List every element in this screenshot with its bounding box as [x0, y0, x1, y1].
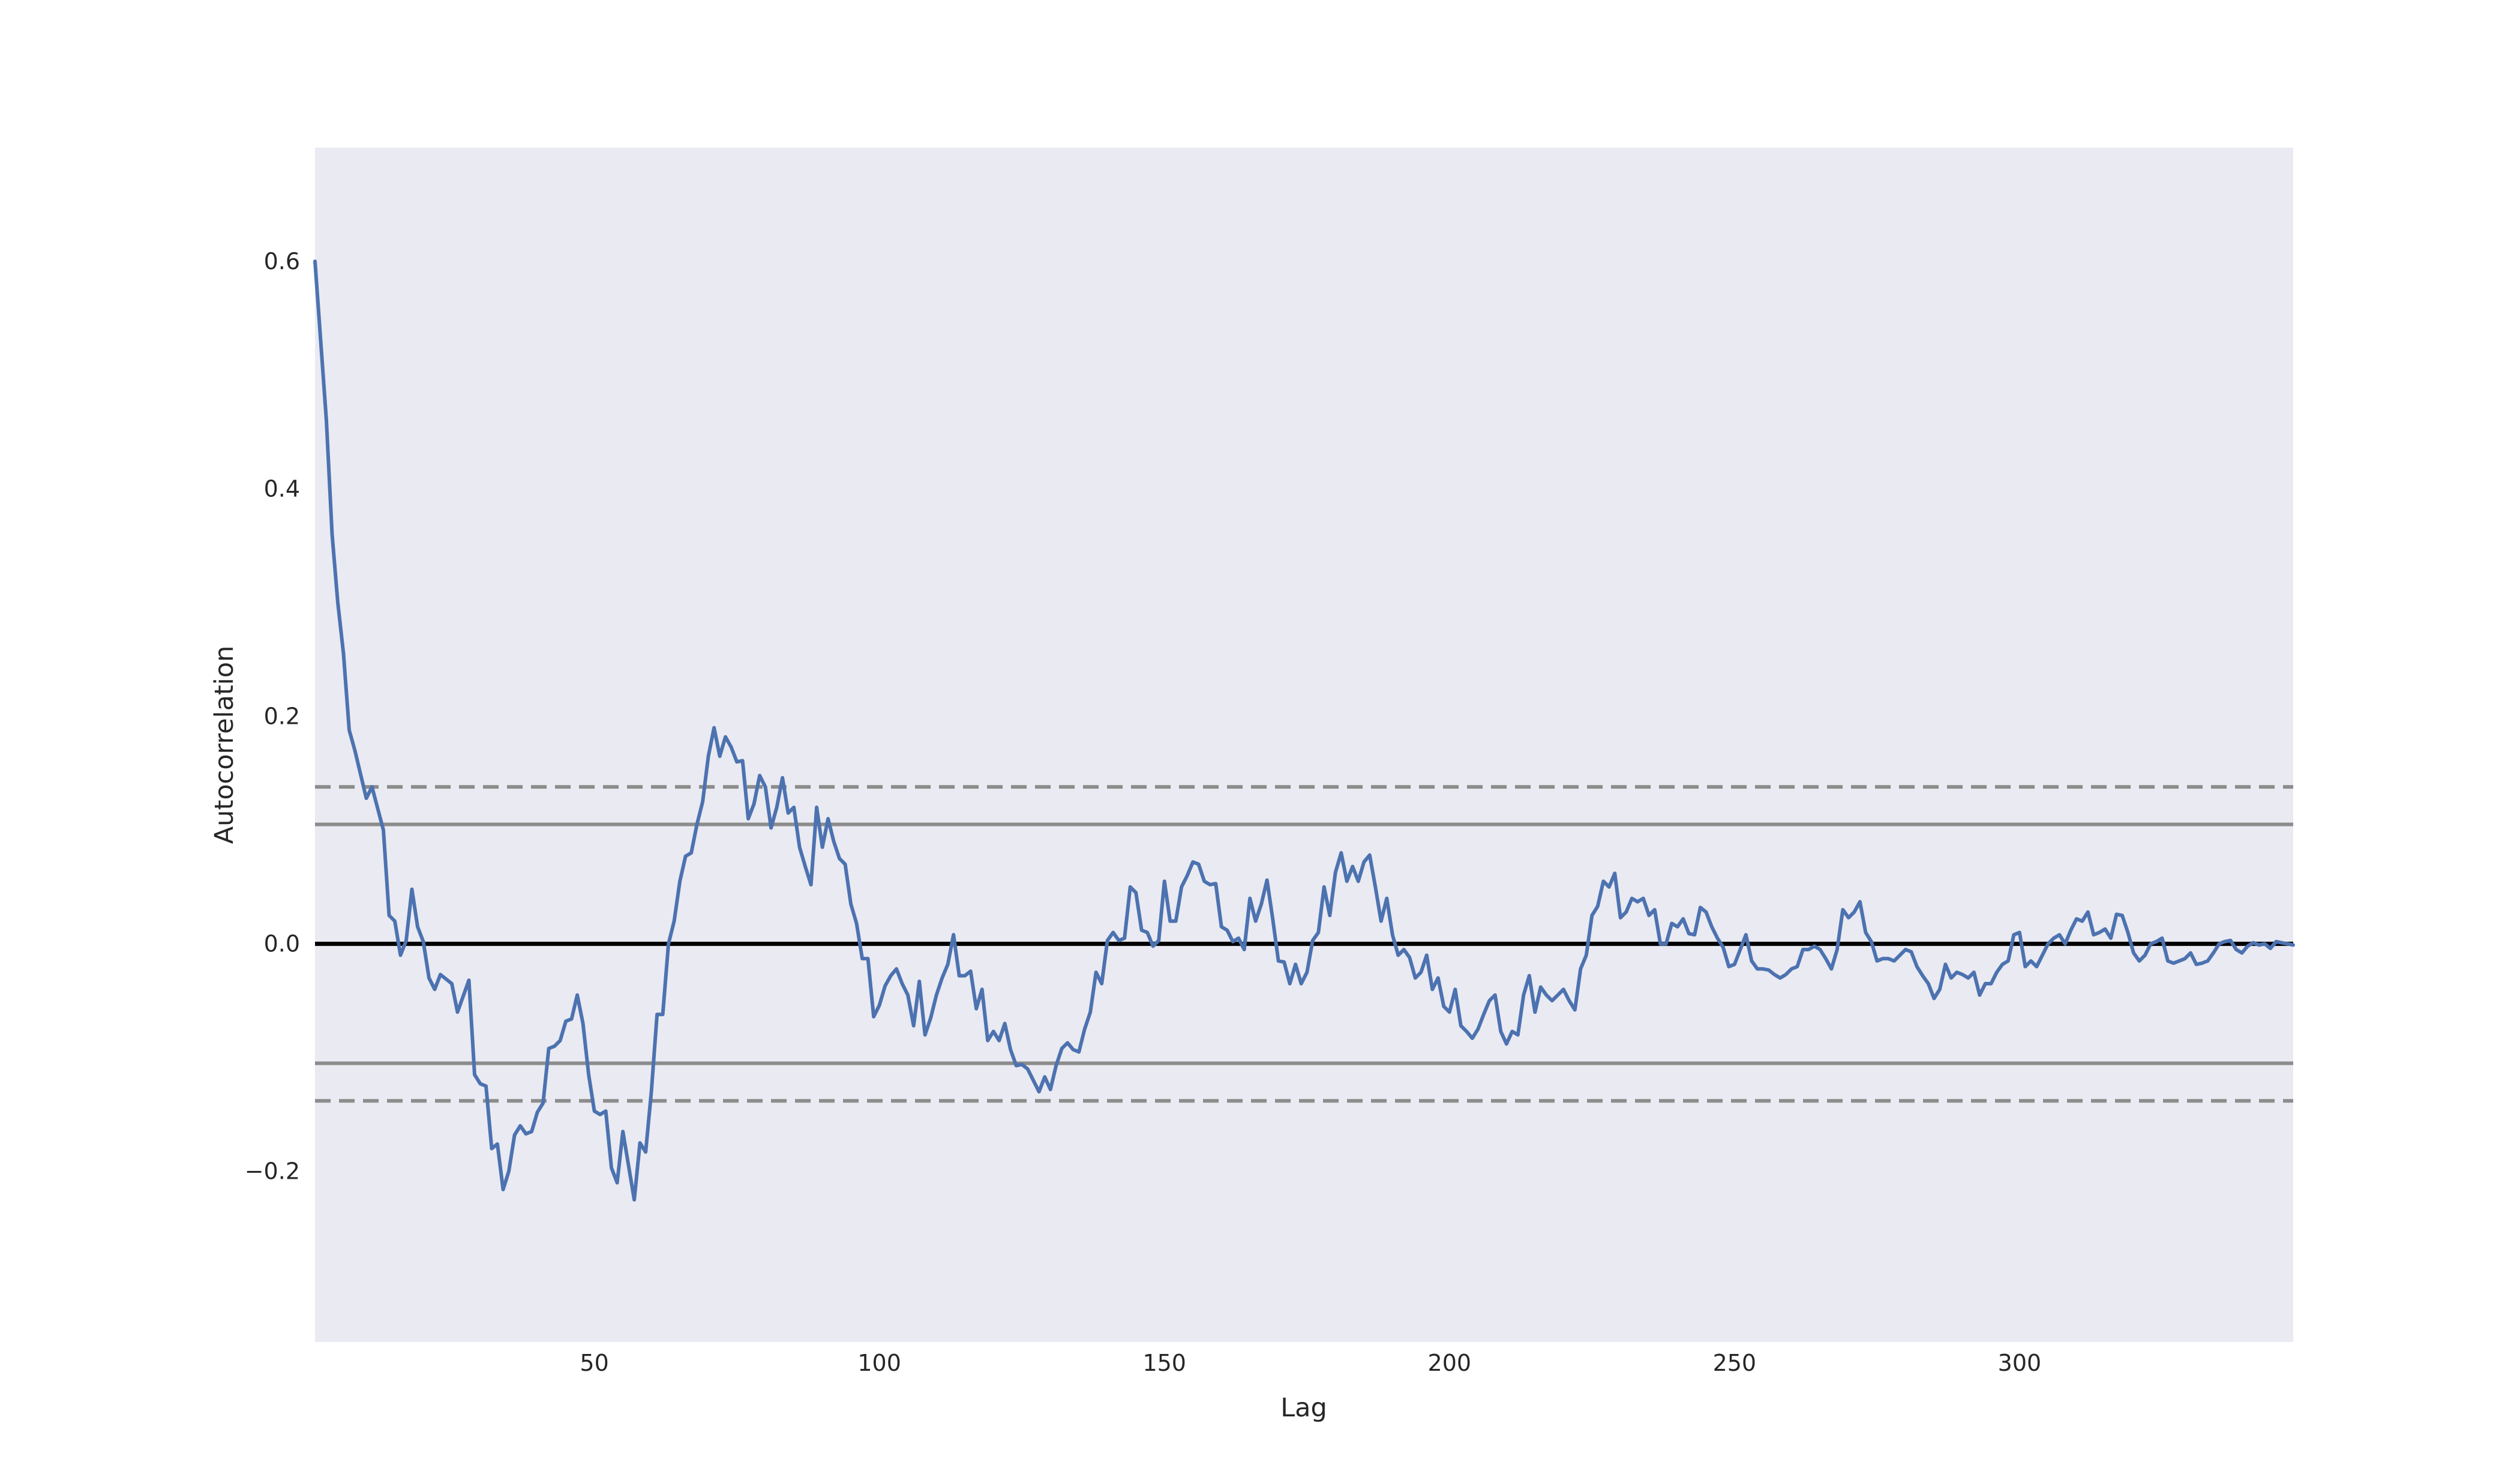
series-layer	[313, 259, 2295, 1202]
x-tick-label: 200	[1428, 1350, 1472, 1376]
x-tick-label: 150	[1142, 1350, 1186, 1376]
x-tick-label: 250	[1713, 1350, 1757, 1376]
plot-area	[315, 148, 2293, 1342]
x-axis-label: Lag	[1280, 1393, 1327, 1423]
series-line-autocorrelation	[313, 259, 2295, 1202]
x-tick-label: 300	[1998, 1350, 2042, 1376]
y-axis-ticks: −0.2 0.0 0.2 0.4 0.6	[245, 248, 300, 1185]
x-tick-label: 50	[580, 1350, 608, 1376]
y-tick-label: 0.4	[264, 476, 300, 502]
y-tick-label: 0.0	[264, 931, 300, 957]
y-tick-label: 0.6	[264, 248, 300, 275]
y-tick-label: −0.2	[245, 1158, 300, 1185]
x-axis-ticks: 50 100 150 200 250 300	[580, 1350, 2041, 1376]
x-tick-label: 100	[857, 1350, 901, 1376]
y-tick-label: 0.2	[264, 703, 300, 730]
reference-lines	[315, 785, 2293, 1103]
y-axis-label: Autocorrelation	[209, 646, 239, 844]
